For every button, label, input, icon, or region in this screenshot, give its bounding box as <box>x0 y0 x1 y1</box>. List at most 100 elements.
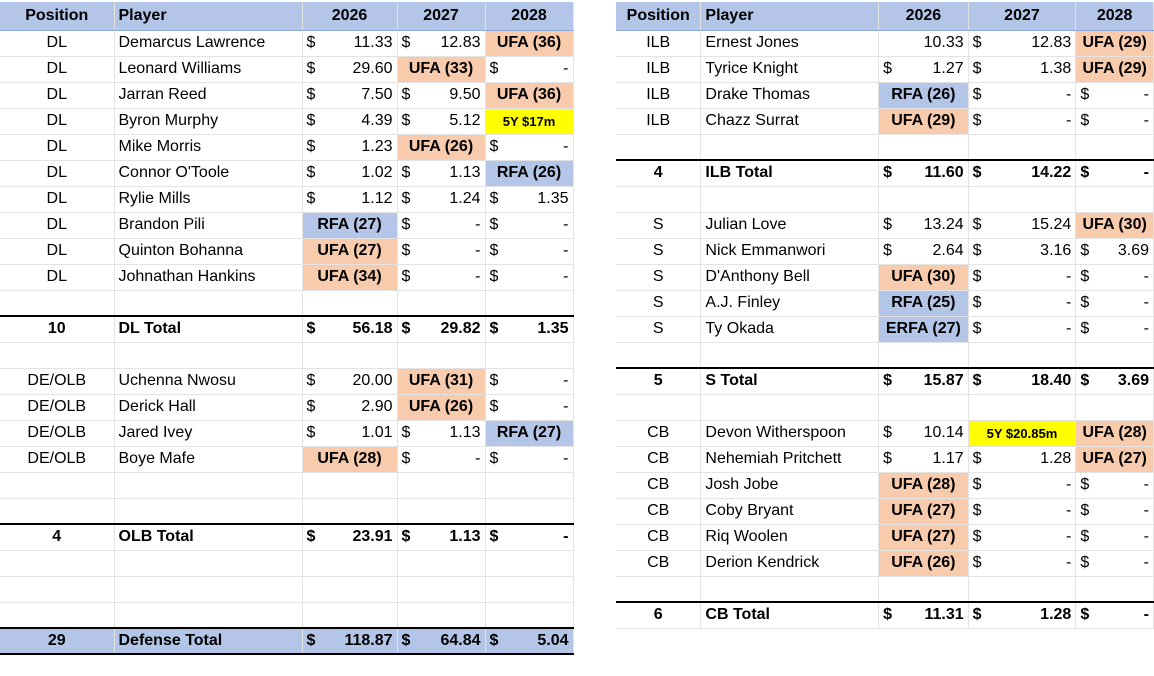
player-name-cell: Jarran Reed <box>114 82 303 109</box>
empty-cell <box>397 342 486 369</box>
money-value: $118.87 <box>306 632 393 649</box>
position-cell: DE/OLB <box>0 420 115 447</box>
money-value: $ - <box>401 268 481 285</box>
position-cell: CB <box>616 446 702 473</box>
empty-cell <box>114 342 303 369</box>
free-agent-tag: UFA (31) <box>408 372 474 389</box>
money-value: $1.01 <box>306 424 393 441</box>
money-value: $7.50 <box>306 86 393 103</box>
column-header-2028: 2028 <box>485 2 574 31</box>
position-cell: 6 <box>616 601 702 629</box>
salary-cell-y28: $ - <box>485 394 574 421</box>
player-name-cell: Jared Ivey <box>114 420 303 447</box>
position-cell: DL <box>0 30 115 57</box>
money-value: $3.16 <box>972 242 1072 259</box>
blank-row <box>0 550 574 577</box>
salary-cell-y28: $ - <box>1075 550 1154 577</box>
player-row: DL Johnathan Hankins UFA (34) $ - $ - <box>0 264 574 291</box>
money-value: $ - <box>489 242 569 259</box>
salary-cell-y26: $2.64 <box>878 238 969 265</box>
salary-cell-y28: $ - <box>1075 316 1154 343</box>
player-row: DL Mike Morris $1.23 UFA (26) $ - <box>0 134 574 161</box>
salary-cell-y27: $ - <box>968 550 1077 577</box>
empty-cell <box>0 290 115 317</box>
position-cell: DE/OLB <box>0 368 115 395</box>
salary-cell-y27: $ - <box>397 238 486 265</box>
column-header-position: Position <box>0 2 115 31</box>
player-row: CB Josh Jobe UFA (28) $ - $ - <box>616 472 1154 499</box>
free-agent-tag: UFA (28) <box>891 476 956 493</box>
money-value: $4.39 <box>306 112 393 129</box>
money-value: $ - <box>972 476 1072 493</box>
salary-cell-y28: UFA (29) <box>1075 30 1154 57</box>
salary-cell-y27: $18.40 <box>968 367 1077 395</box>
header-row: Position Player 2026 2027 2028 <box>616 2 1154 31</box>
player-row: ILB Ernest Jones 10.33 $12.83 UFA (29) <box>616 30 1154 57</box>
empty-cell <box>397 602 486 629</box>
free-agent-tag: UFA (36) <box>496 34 562 51</box>
money-value: $29.82 <box>401 320 481 338</box>
salary-cell-y28: $ - <box>1075 159 1154 187</box>
salary-cell-y26: $7.50 <box>302 82 398 109</box>
salary-cell-y28: $ - <box>1075 82 1154 109</box>
salary-cell-y26: $10.14 <box>878 420 969 447</box>
empty-cell <box>1075 186 1154 213</box>
empty-cell <box>485 342 574 369</box>
free-agent-tag: UFA (26) <box>891 554 956 571</box>
salary-cell-y28: $ - <box>1075 290 1154 317</box>
money-value: $ - <box>1080 86 1149 103</box>
player-row: CB Derion Kendrick UFA (26) $ - $ - <box>616 550 1154 577</box>
position-cell: 4 <box>616 159 702 187</box>
salary-cell-y28: $ - <box>485 212 574 239</box>
header-row: Position Player 2026 2027 2028 <box>0 2 574 31</box>
player-name-cell: Julian Love <box>700 212 880 239</box>
money-value: $ - <box>489 268 569 285</box>
money-value: $ - <box>972 320 1072 337</box>
free-agent-tag: UFA (33) <box>408 60 474 77</box>
salary-cell-y26: RFA (26) <box>878 82 969 109</box>
player-name-cell: Johnathan Hankins <box>114 264 303 291</box>
salary-cell-y27: $ - <box>968 264 1077 291</box>
money-value: $1.28 <box>972 450 1072 467</box>
money-value: $56.18 <box>306 320 393 338</box>
position-cell: 29 <box>0 627 115 655</box>
empty-cell <box>700 186 880 213</box>
money-value: $ - <box>1080 606 1149 624</box>
salary-cell-y26: UFA (29) <box>878 108 969 135</box>
player-name-cell: Mike Morris <box>114 134 303 161</box>
player-row: S A.J. Finley RFA (25) $ - $ - <box>616 290 1154 317</box>
position-cell: S <box>616 264 702 291</box>
empty-cell <box>700 342 880 369</box>
salary-cell-y28: $ - <box>1075 498 1154 525</box>
player-name-cell: Drake Thomas <box>700 82 880 109</box>
player-name-cell: Nick Emmanwori <box>700 238 880 265</box>
money-value: $1.13 <box>401 424 481 441</box>
money-value: $ - <box>489 450 569 467</box>
money-value: $9.50 <box>401 86 481 103</box>
empty-cell <box>1075 576 1154 603</box>
empty-cell <box>878 134 969 161</box>
salary-cell-y26: $20.00 <box>302 368 398 395</box>
empty-cell <box>114 576 303 603</box>
free-agent-tag: UFA (34) <box>317 268 382 285</box>
empty-cell <box>616 342 702 369</box>
salary-cell-y26: $1.27 <box>878 56 969 83</box>
money-value: $3.69 <box>1080 242 1149 259</box>
money-value: $3.69 <box>1080 372 1149 390</box>
blank-row <box>0 342 574 369</box>
salary-cell-y27: $ - <box>968 316 1077 343</box>
player-row: DL Rylie Mills $1.12 $1.24 $1.35 <box>0 186 574 213</box>
player-name-cell: Demarcus Lawrence <box>114 30 303 57</box>
empty-cell <box>968 394 1077 421</box>
salary-cell-y26: 10.33 <box>878 30 969 57</box>
salary-cell-y27: $ - <box>968 290 1077 317</box>
player-row: ILB Tyrice Knight $1.27 $1.38 UFA (29) <box>616 56 1154 83</box>
empty-cell <box>968 134 1077 161</box>
salary-cell-y26: $11.60 <box>878 159 969 187</box>
player-row: S Ty Okada ERFA (27) $ - $ - <box>616 316 1154 343</box>
money-value: $1.12 <box>306 190 393 207</box>
blank-row <box>616 134 1154 161</box>
player-row: CB Nehemiah Pritchett $1.17 $1.28 UFA (27) <box>616 446 1154 473</box>
free-agent-tag: UFA (27) <box>891 528 956 545</box>
